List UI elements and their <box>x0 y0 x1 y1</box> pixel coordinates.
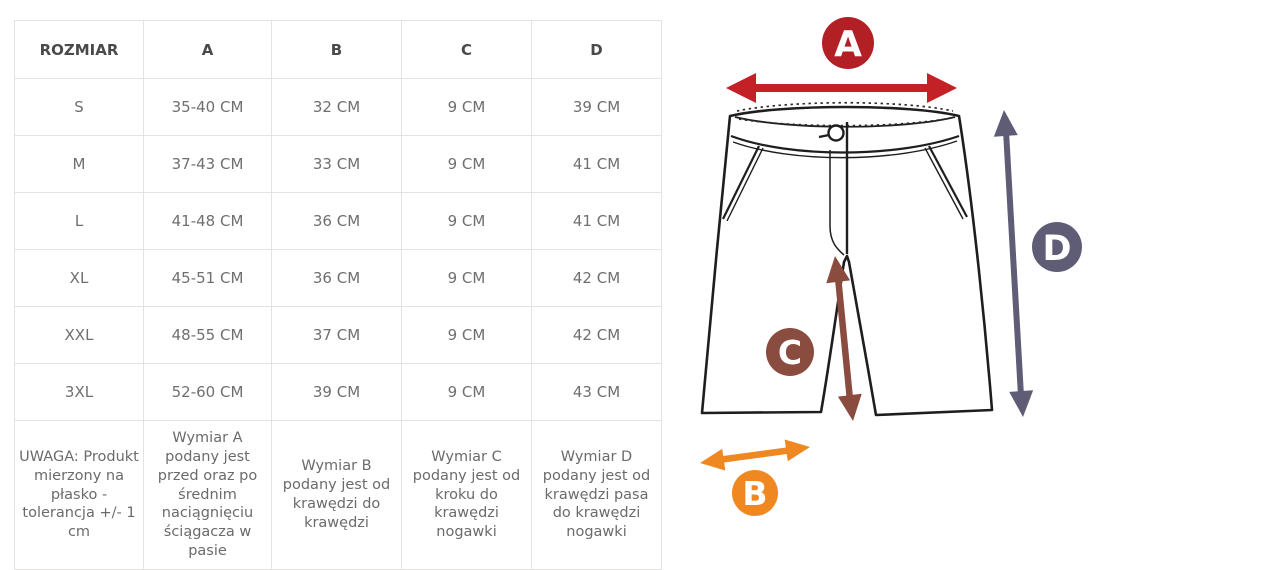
waistband-stitching <box>736 101 954 127</box>
value-b: 33 CM <box>271 135 402 193</box>
value-b: 37 CM <box>271 306 402 364</box>
marker-c-label: C <box>778 333 802 372</box>
note-c: Wymiar C podany jest od kroku do krawędz… <box>401 420 532 570</box>
col-header-a: A <box>143 20 272 79</box>
measure-arrow-a <box>726 73 957 103</box>
size-table-header: ROZMIAR A B C D <box>14 20 662 79</box>
fly-line <box>829 122 849 256</box>
size-label: S <box>14 78 144 136</box>
value-d: 42 CM <box>531 249 662 307</box>
value-c: 9 CM <box>401 306 532 364</box>
size-label: L <box>14 192 144 250</box>
measure-arrow-b <box>700 439 810 471</box>
size-label: XXL <box>14 306 144 364</box>
value-b: 36 CM <box>271 249 402 307</box>
col-header-b: B <box>271 20 402 79</box>
marker-c: C <box>766 328 814 376</box>
table-row: 3XL 52-60 CM 39 CM 9 CM 43 CM <box>14 363 662 421</box>
value-d: 42 CM <box>531 306 662 364</box>
col-header-rozmiar: ROZMIAR <box>14 20 144 79</box>
col-header-c: C <box>401 20 532 79</box>
value-c: 9 CM <box>401 192 532 250</box>
table-row: ROZMIAR A B C D <box>14 20 662 79</box>
size-label: M <box>14 135 144 193</box>
value-a: 45-51 CM <box>143 249 272 307</box>
note-b: Wymiar B podany jest od krawędzi do kraw… <box>271 420 402 570</box>
value-a: 48-55 CM <box>143 306 272 364</box>
value-d: 43 CM <box>531 363 662 421</box>
value-b: 32 CM <box>271 78 402 136</box>
shorts-diagram: A D C B <box>700 17 1082 516</box>
table-row: M 37-43 CM 33 CM 9 CM 41 CM <box>14 135 662 193</box>
value-b: 36 CM <box>271 192 402 250</box>
note-general: UWAGA: Produkt mierzony na płasko - tole… <box>14 420 144 570</box>
value-b: 39 CM <box>271 363 402 421</box>
table-row: L 41-48 CM 36 CM 9 CM 41 CM <box>14 192 662 250</box>
table-row: XL 45-51 CM 36 CM 9 CM 42 CM <box>14 249 662 307</box>
value-a: 35-40 CM <box>143 78 272 136</box>
table-notes-row: UWAGA: Produkt mierzony na płasko - tole… <box>14 420 662 570</box>
marker-b-label: B <box>742 474 767 513</box>
marker-a: A <box>822 17 874 69</box>
value-d: 39 CM <box>531 78 662 136</box>
marker-d: D <box>1032 222 1082 272</box>
col-header-d: D <box>531 20 662 79</box>
left-pocket-line <box>722 145 764 222</box>
value-d: 41 CM <box>531 135 662 193</box>
marker-a-label: A <box>834 24 862 65</box>
size-label: XL <box>14 249 144 307</box>
value-a: 37-43 CM <box>143 135 272 193</box>
right-pocket-line <box>924 145 968 220</box>
value-d: 41 CM <box>531 192 662 250</box>
size-label: 3XL <box>14 363 144 421</box>
table-row: S 35-40 CM 32 CM 9 CM 39 CM <box>14 78 662 136</box>
value-c: 9 CM <box>401 78 532 136</box>
value-c: 9 CM <box>401 135 532 193</box>
value-c: 9 CM <box>401 249 532 307</box>
value-a: 41-48 CM <box>143 192 272 250</box>
size-table: ROZMIAR A B C D S 35-40 CM 32 CM 9 CM 39… <box>14 20 662 570</box>
measure-arrow-d <box>993 110 1034 417</box>
table-row: XXL 48-55 CM 37 CM 9 CM 42 CM <box>14 306 662 364</box>
waist-button-icon <box>818 124 845 142</box>
value-c: 9 CM <box>401 363 532 421</box>
value-a: 52-60 CM <box>143 363 272 421</box>
marker-d-label: D <box>1042 229 1071 269</box>
note-a: Wymiar A podany jest przed oraz po średn… <box>143 420 272 570</box>
note-d: Wymiar D podany jest od krawędzi pasa do… <box>531 420 662 570</box>
marker-b: B <box>732 470 778 516</box>
measure-arrow-c <box>826 256 862 421</box>
